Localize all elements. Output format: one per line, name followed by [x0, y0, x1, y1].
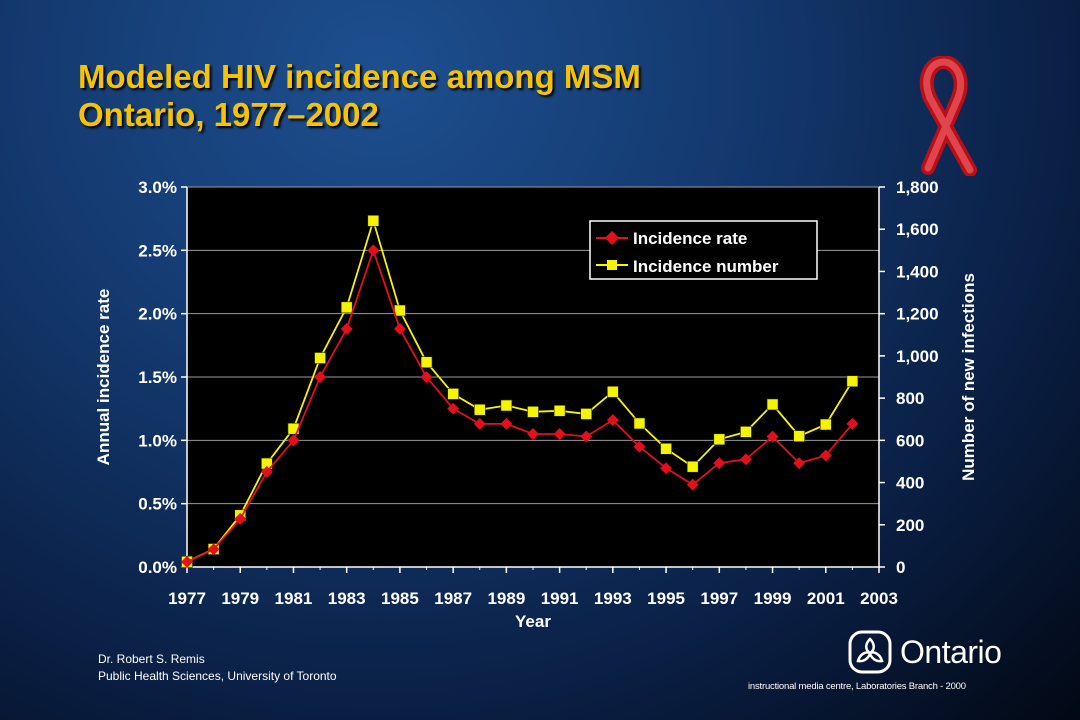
data-point — [393, 322, 406, 335]
data-point — [420, 356, 433, 369]
y-tick-labels: 0.0% 0.5% 1.0% 1.5% 2.0% 2.5% 3.0% — [138, 178, 177, 577]
grid-lines — [187, 186, 879, 505]
x-tick-label: 2001 — [807, 589, 845, 608]
author-name: Dr. Robert S. Remis — [98, 652, 205, 666]
tick-marks — [181, 186, 885, 573]
data-point — [420, 371, 433, 383]
data-point — [500, 417, 513, 430]
series-incidence-number — [181, 214, 859, 568]
data-point — [793, 430, 805, 442]
data-point — [633, 417, 646, 430]
red-ribbon-icon — [900, 55, 1000, 181]
data-point — [606, 414, 619, 427]
data-point — [740, 426, 752, 438]
data-point — [766, 398, 779, 411]
data-point — [340, 322, 353, 335]
slide-title: Modeled HIV incidence among MSM Ontario,… — [78, 58, 641, 134]
x-tick-label: 1995 — [647, 589, 685, 608]
data-point — [260, 466, 273, 478]
y-tick-label: 2.5% — [138, 241, 177, 260]
data-point — [580, 408, 593, 420]
y2-tick-label: 1,000 — [896, 347, 939, 366]
y2-tick-label: 1,600 — [896, 220, 939, 239]
data-point — [314, 371, 327, 383]
y-tick-label: 1.0% — [138, 431, 177, 450]
y-tick-label: 2.0% — [138, 305, 177, 324]
series-incidence-rate — [181, 244, 859, 568]
data-point — [314, 352, 326, 364]
ontario-trillium-logo-icon — [848, 630, 892, 674]
data-point — [287, 434, 300, 447]
x-tick-label: 1997 — [700, 589, 738, 608]
data-point — [846, 417, 859, 430]
data-point — [607, 385, 619, 398]
y-tick-label: 0.0% — [138, 558, 177, 577]
footer-note: instructional media centre, Laboratories… — [748, 681, 966, 692]
data-point — [846, 375, 859, 388]
y2-axis-title: Number of new infections — [959, 273, 978, 481]
x-tick-label: 1985 — [381, 589, 419, 608]
x-tick-label: 1999 — [754, 589, 792, 608]
x-tick-label: 1979 — [221, 589, 259, 608]
series-layer — [181, 214, 859, 568]
y2-tick-label: 1,800 — [896, 178, 939, 197]
slide-title-line2: Ontario, 1977–2002 — [78, 96, 379, 133]
x-tick-label: 1981 — [275, 589, 313, 608]
y2-tick-label: 600 — [896, 431, 924, 450]
y-tick-label: 3.0% — [138, 178, 177, 197]
legend-rate-marker — [604, 230, 620, 246]
y2-tick-label: 800 — [896, 389, 924, 408]
data-point — [340, 301, 353, 314]
slide-title-line1: Modeled HIV incidence among MSM — [78, 58, 641, 95]
data-point — [713, 433, 726, 446]
data-point — [793, 457, 806, 470]
data-point — [660, 442, 672, 455]
y-axis-title: Annual incidence rate — [94, 289, 113, 466]
x-tick-label: 2003 — [860, 589, 898, 608]
y-tick-label: 1.5% — [138, 368, 177, 387]
data-point — [739, 453, 752, 466]
legend-box — [589, 220, 818, 280]
data-point — [367, 214, 380, 227]
y2-tick-label: 1,400 — [896, 262, 939, 281]
author-credit: Dr. Robert S. Remis Public Health Scienc… — [98, 651, 337, 685]
legend-number-marker — [607, 260, 617, 270]
x-tick-label: 1987 — [434, 589, 472, 608]
x-tick-label: 1983 — [328, 589, 366, 608]
x-tick-label: 1989 — [487, 589, 525, 608]
data-point — [394, 304, 406, 317]
x-tick-labels: 1977 1979 1981 1983 1985 1987 1989 1991 1993 1995… — [168, 589, 898, 608]
data-point — [447, 402, 460, 415]
author-affiliation: Public Health Sciences, University of To… — [98, 669, 337, 683]
y2-tick-labels: 0 200 400 600 800 1,000 1,200 1,400 1,600 1,800 — [896, 178, 939, 577]
ontario-logo-text: Ontario — [900, 633, 1002, 670]
data-point — [473, 417, 486, 430]
legend: Incidence rate Incidence number — [589, 220, 818, 280]
legend-rate-label: Incidence rate — [633, 229, 747, 248]
data-point — [447, 388, 459, 400]
data-point — [660, 462, 673, 475]
legend-number-label: Incidence number — [633, 257, 779, 276]
x-tick-label: 1991 — [541, 589, 579, 608]
ontario-logo: Ontario — [848, 630, 1002, 674]
y-tick-label: 0.5% — [138, 495, 177, 514]
data-point — [527, 406, 539, 418]
y2-tick-label: 400 — [896, 474, 924, 493]
data-point — [553, 404, 566, 417]
x-tick-label: 1993 — [594, 589, 632, 608]
data-point — [527, 428, 539, 440]
x-tick-label: 1977 — [168, 589, 206, 608]
data-point — [500, 399, 513, 412]
y2-tick-label: 1,200 — [896, 305, 939, 324]
y2-tick-label: 0 — [896, 558, 905, 577]
data-point — [473, 403, 486, 416]
data-point — [553, 428, 566, 440]
data-point — [713, 457, 726, 470]
data-point — [686, 460, 699, 473]
x-axis-title: Year — [515, 612, 551, 631]
y2-tick-label: 200 — [896, 516, 924, 535]
data-point — [819, 418, 832, 431]
